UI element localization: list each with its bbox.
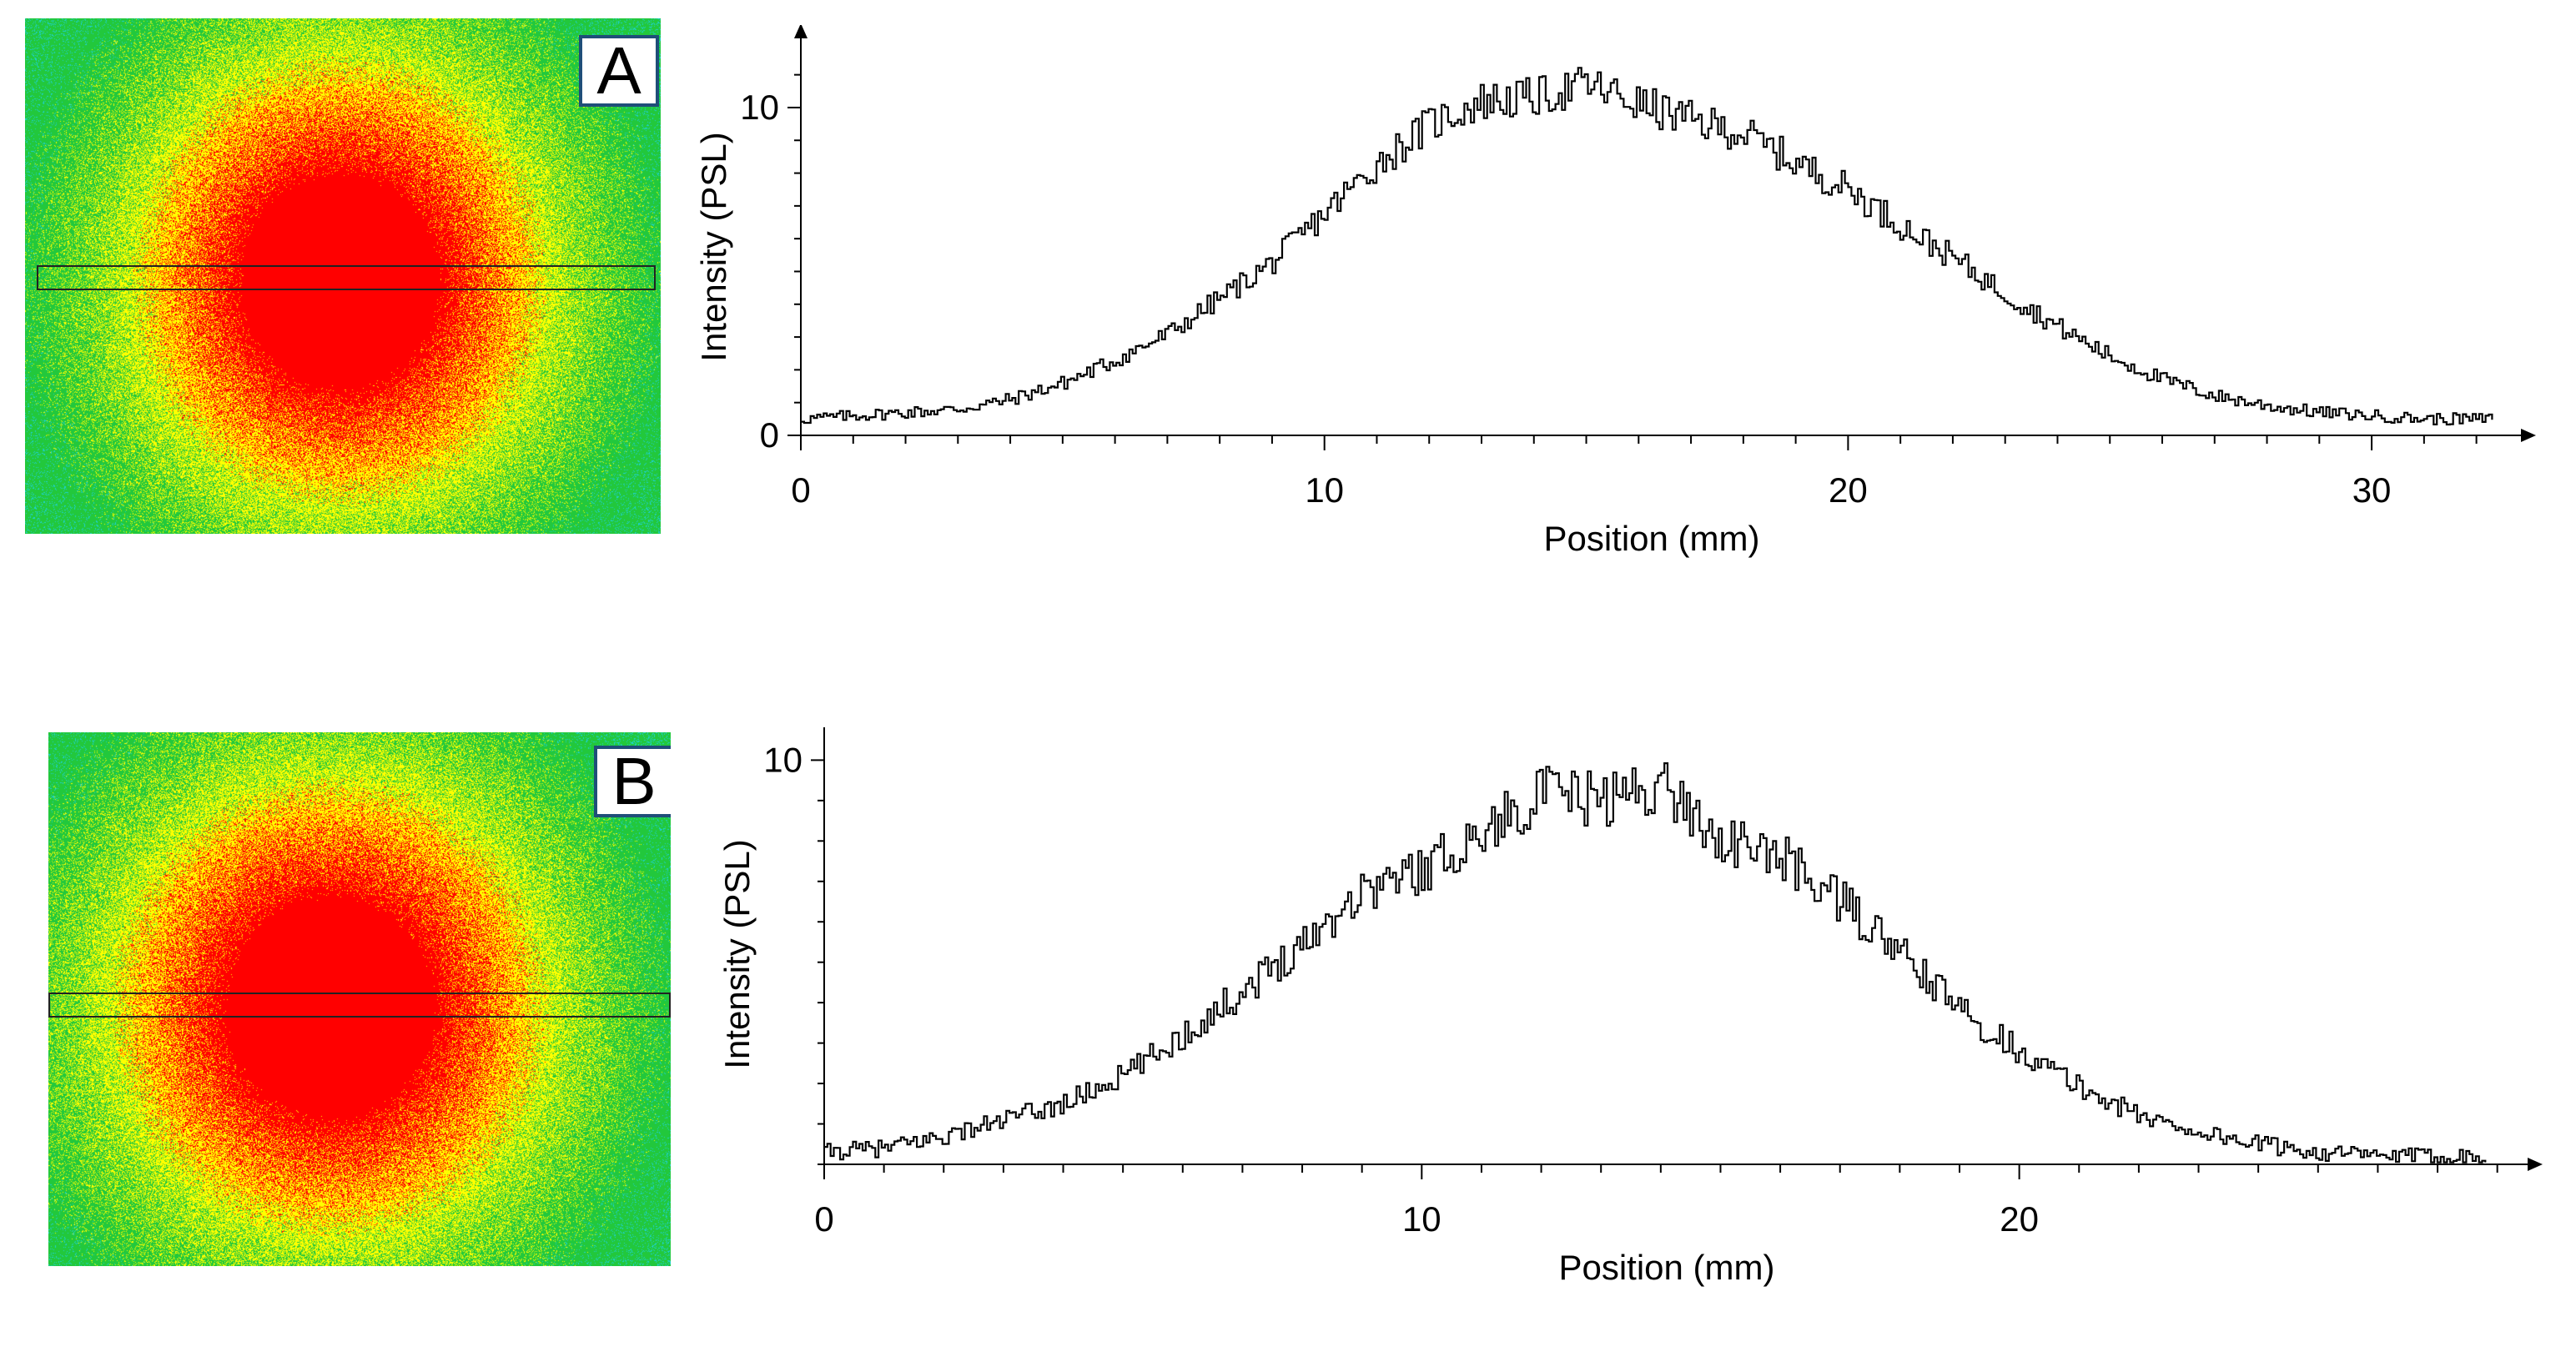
beam-spot-heatmap-b: B [48,732,671,1266]
beam-spot-heatmap-icon [25,18,661,534]
intensity-profile-chart-b: 0 10 20 10 Position (mm) Intensity (PSL) [717,727,2543,1287]
y-axis-title: Intensity (PSL) [717,839,757,1068]
y-tick-label: 10 [763,740,802,779]
x-tick-label: 30 [2352,470,2392,510]
y-tick-label: 10 [740,88,779,127]
x-tick-label: 0 [814,1199,833,1239]
x-tick-label: 20 [1829,470,1868,510]
panel-label-a: A [579,35,659,107]
beam-spot-heatmap-icon [48,732,671,1266]
panel-label-b: B [594,746,671,817]
x-tick-label: 10 [1402,1199,1441,1239]
y-tick-label: 0 [760,415,779,455]
profile-series-line [824,762,2487,1163]
intensity-profile-chart-a: 0 10 20 30 0 10 Position (mm) Intensity (PSL) [694,25,2536,558]
x-tick-label: 10 [1305,470,1344,510]
x-axis-arrow-icon [2528,1158,2543,1171]
profile-series-line [801,67,2493,426]
x-axis-title: Position (mm) [1558,1248,1774,1287]
x-axis-title: Position (mm) [1543,519,1759,558]
x-tick-label: 20 [2000,1199,2039,1239]
roi-line-box-b [48,993,671,1018]
y-axis-title: Intensity (PSL) [694,132,733,361]
beam-spot-heatmap-a: A [25,18,661,534]
roi-line-box-a [37,265,656,290]
x-axis-arrow-icon [2521,429,2536,442]
y-axis-arrow-icon [794,25,808,38]
x-tick-label: 0 [791,470,810,510]
